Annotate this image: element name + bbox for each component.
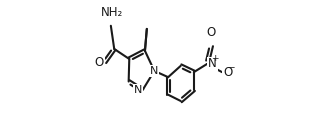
Text: O: O: [94, 56, 104, 69]
Text: N: N: [150, 66, 158, 76]
Text: −: −: [227, 63, 234, 72]
Text: O: O: [207, 26, 216, 39]
Text: NH₂: NH₂: [101, 6, 123, 19]
Text: N: N: [133, 85, 142, 95]
Text: N: N: [208, 57, 217, 70]
Text: O: O: [223, 66, 233, 79]
Text: +: +: [212, 55, 219, 63]
